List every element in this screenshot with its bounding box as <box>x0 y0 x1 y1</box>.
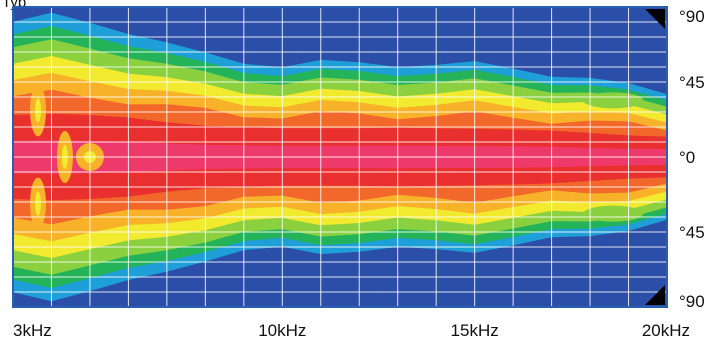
x-tick-label: 10kHz <box>258 321 306 340</box>
y-tick-label: °90 <box>679 292 705 311</box>
lobe-lower-1-core <box>35 191 42 216</box>
notch-lower <box>583 205 644 222</box>
x-tick-label: 15kHz <box>451 321 499 340</box>
x-axis-labels: 3kHz 10kHz 15kHz 20kHz <box>13 321 690 340</box>
plot-area <box>13 7 667 307</box>
plot-frame <box>12 6 668 308</box>
corner-marker-top <box>645 9 665 29</box>
x-tick-label: 20kHz <box>642 321 690 340</box>
chart-title-fragment: Typ <box>2 0 26 11</box>
y-tick-label: °45 <box>679 223 705 242</box>
grid-lines <box>13 7 667 307</box>
corner-marker-bottom <box>645 285 665 305</box>
y-axis-labels: °90 °45 °0 °45 °90 <box>679 7 705 311</box>
y-tick-label: °45 <box>679 73 705 92</box>
x-tick-label: 3kHz <box>13 321 52 340</box>
notch-upper <box>583 92 644 109</box>
lobe-upper-1-core <box>35 98 42 123</box>
y-tick-label: °0 <box>679 148 695 167</box>
y-tick-label: °90 <box>679 7 705 26</box>
